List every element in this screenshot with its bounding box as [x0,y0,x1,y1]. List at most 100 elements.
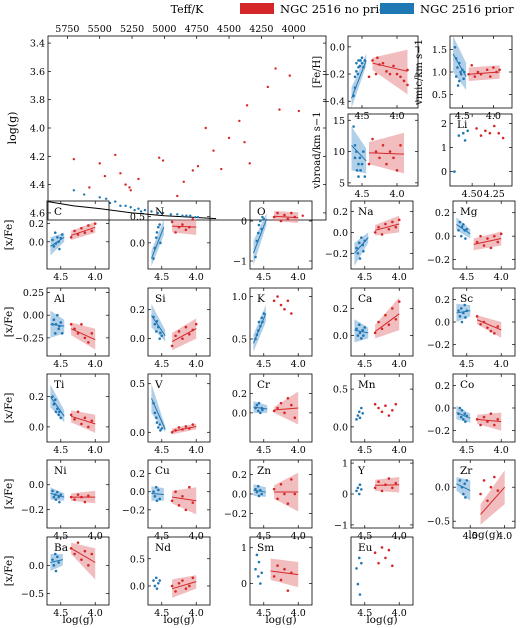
prior-point [459,307,463,310]
prior-point [254,337,257,341]
bottom-x-axis-label: log(g) [163,614,194,626]
prior-point [254,406,257,410]
prior-fit-line [351,144,367,162]
no-prior-point [73,552,76,556]
prior-point [461,68,464,72]
prior-band [253,213,267,265]
no-prior-point [73,498,76,501]
no-prior-point [191,576,195,580]
prior-point [257,494,261,498]
y-tick-label: 0.0 [130,334,145,345]
no-prior-point [495,70,498,74]
no-prior-point [181,223,184,226]
x-tick-label: 4.0 [494,445,509,456]
hrd-no-prior-point [220,167,223,171]
no-prior-point [90,229,94,233]
prior-point [154,236,158,239]
prior-point [60,332,64,335]
prior-point [357,241,361,245]
no-prior-fit-line [375,484,400,486]
prior-point [355,246,358,250]
hrd-no-prior-point [182,180,185,183]
no-prior-point [194,322,198,326]
no-prior-point [69,547,73,550]
no-prior-point [475,315,479,318]
no-prior-point [406,83,409,87]
x-tick-label: 4.5 [357,531,372,542]
no-prior-point [286,299,290,303]
y-tick-label: 0.5 [130,379,145,390]
plot-area [355,546,394,596]
y-axis-label: log(g) [6,112,19,145]
hrd-prior-point [194,215,197,219]
prior-point [257,223,261,227]
no-prior-fit-line [476,319,502,331]
no-prior-point [485,68,489,72]
y-tick-label: 0.0 [130,487,145,498]
panel-Mg: −0.2 0.0 0.2 4.5 4.0 Mg [427,200,516,283]
x-tick-label: 4.0 [392,359,407,370]
prior-band [456,217,471,239]
x-tick-label: 4.0 [486,111,501,122]
no-prior-point [69,413,73,417]
y-tick-label: 0.0 [29,237,44,248]
prior-point [360,162,364,166]
axes-frame [449,113,513,187]
top-tick-label: 5500 [88,24,112,35]
prior-point [361,411,365,415]
no-prior-fit-line [70,415,96,425]
x-tick-label: 4.25 [484,189,505,200]
no-prior-point [493,332,496,335]
no-prior-point [373,551,377,554]
prior-point [362,249,365,253]
prior-point [155,319,159,323]
y-tick-label: 0.0 [29,480,44,491]
prior-point [54,569,58,573]
no-prior-point [286,217,290,221]
x-tick-label: 4.5 [463,531,478,542]
axes-frame [350,287,414,357]
hrd-no-prior-point [124,183,127,186]
prior-point [257,320,261,324]
prior-point [464,420,467,423]
prior-point [158,223,162,226]
prior-point [54,498,58,501]
element-label: Ca [358,293,372,305]
no-prior-point [191,218,195,221]
no-prior-point [87,494,90,498]
plot-area [253,472,299,512]
no-prior-band [172,487,197,515]
prior-point [359,169,362,172]
hrd-no-prior-point [278,108,281,111]
prior-point [460,320,464,324]
panel-y-axis-label: vbroad/km s−1 [312,111,323,189]
prior-point [362,65,365,69]
no-prior-point [371,59,374,62]
no-prior-point [184,508,188,512]
no-prior-point [87,224,90,227]
prior-point [358,593,362,596]
y-tick-label: 0.2 [435,208,450,219]
x-tick-label: 4.0 [88,608,103,619]
prior-point [54,242,58,245]
x-tick-label: 4.5 [154,359,169,370]
y-tick-label: −0.4 [322,97,345,108]
no-prior-point [276,497,279,501]
no-prior-fit-line [374,223,400,231]
no-prior-point [378,156,381,160]
hrd-no-prior-point [98,162,101,165]
prior-point [59,236,63,240]
prior-point [52,245,56,248]
x-tick-label: 4.5 [357,445,372,456]
no-prior-point [394,402,398,406]
element-label: O [257,206,266,218]
no-prior-point [482,415,486,419]
prior-point [56,490,59,494]
no-prior-point [76,493,80,496]
prior-point [154,485,158,489]
x-tick-label: 4.5 [459,445,474,456]
element-label: Al [53,293,66,305]
prior-point [360,56,364,60]
hrd-prior-point [169,213,173,216]
no-prior-point [488,131,492,135]
